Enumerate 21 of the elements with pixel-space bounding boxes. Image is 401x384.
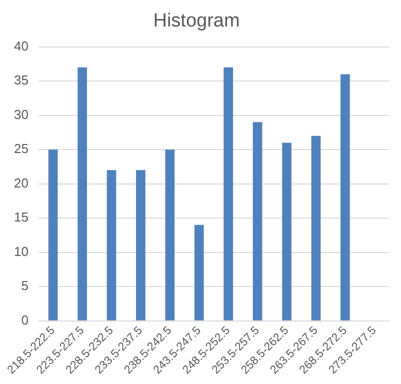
y-tick-label: 10 — [14, 244, 28, 259]
bar — [252, 122, 262, 320]
bar — [282, 142, 292, 320]
bar — [224, 67, 234, 320]
y-tick-label: 35 — [14, 72, 28, 88]
bar — [311, 136, 321, 320]
bar — [48, 150, 58, 320]
y-tick-label: 40 — [14, 38, 28, 54]
y-tick-label: 25 — [14, 141, 28, 156]
bar — [136, 170, 146, 320]
y-tick-label: 5 — [21, 278, 28, 294]
bar — [78, 67, 87, 320]
chart-title: Histogram — [153, 10, 240, 32]
y-tick-label: 20 — [14, 175, 28, 190]
bar — [165, 150, 175, 320]
y-tick-label: 30 — [14, 106, 28, 122]
y-tick-label: 0 — [21, 312, 28, 328]
bar — [340, 74, 350, 320]
bar — [106, 170, 116, 320]
y-tick-label: 15 — [14, 210, 28, 225]
bar — [194, 224, 204, 320]
